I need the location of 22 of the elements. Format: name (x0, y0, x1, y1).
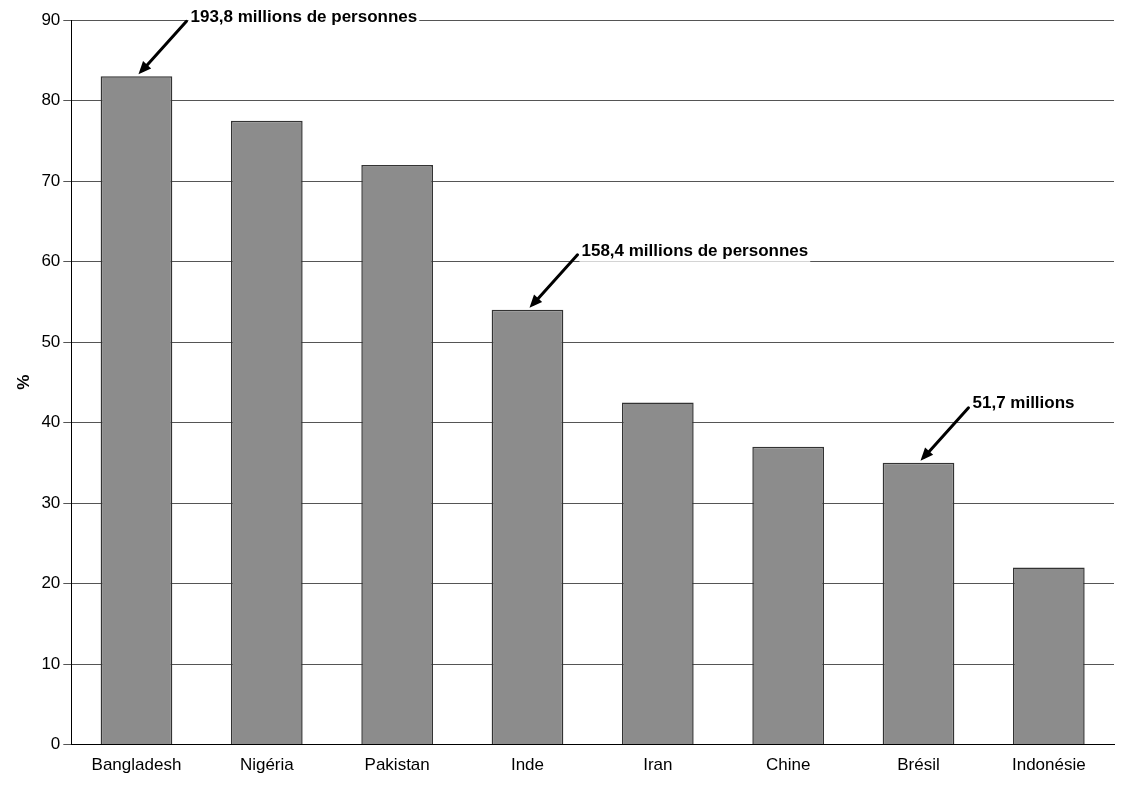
y-tick-label: 30 (41, 492, 61, 512)
y-tick-label: 70 (41, 170, 61, 190)
y-tick-label: 80 (41, 90, 61, 110)
annotation: 158,4 millions de personnes (581, 240, 809, 260)
x-tick-label: Iran (643, 755, 673, 775)
x-tick-label: Indonésie (1011, 755, 1086, 775)
annotation: 51,7 millions (972, 393, 1075, 413)
y-tick-label: 40 (41, 412, 61, 432)
y-tick-label: 0 (50, 734, 61, 754)
x-tick-label: Brésil (897, 755, 940, 775)
x-tick-label: Chine (765, 755, 811, 775)
x-tick-label: Bangladesh (91, 755, 182, 775)
x-tick-label: Inde (510, 755, 545, 775)
y-tick-label: 60 (41, 251, 61, 271)
annotation: 193,8 millions de personnes (190, 7, 418, 27)
x-tick-label: Pakistan (364, 755, 430, 775)
x-tick-label: Nigéria (239, 755, 295, 775)
y-tick-label: 10 (41, 653, 61, 673)
y-tick-label: 90 (41, 9, 61, 29)
y-tick-label: 50 (41, 331, 61, 351)
y-tick-label: 20 (41, 573, 61, 593)
y-axis-title: % (13, 374, 33, 390)
